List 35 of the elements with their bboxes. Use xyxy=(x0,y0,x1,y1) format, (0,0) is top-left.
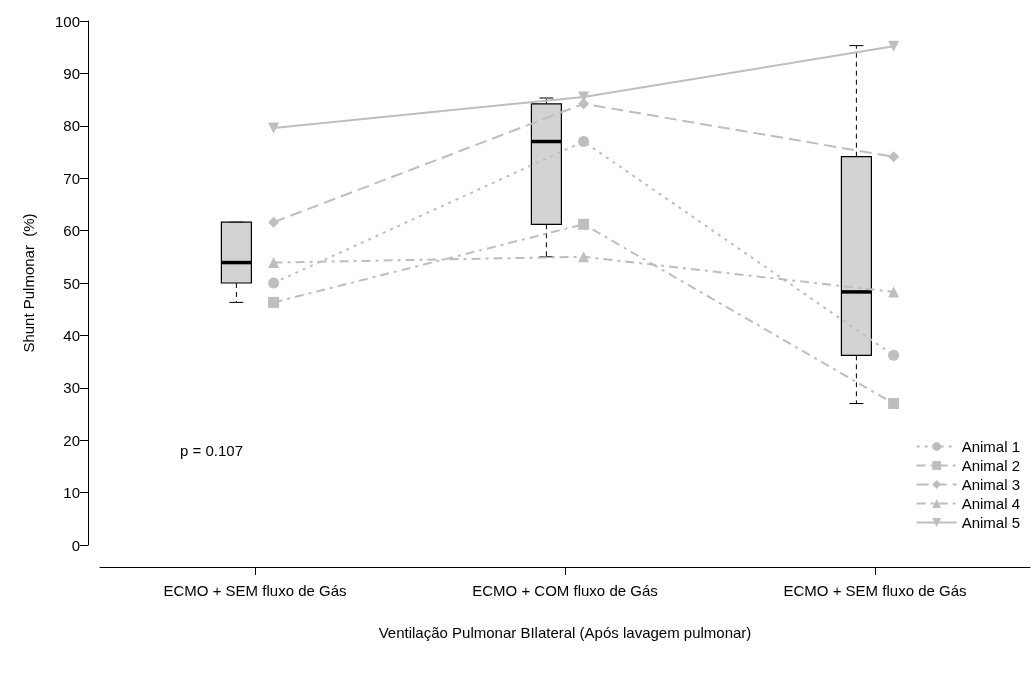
x-tick-label: ECMO + SEM fluxo de Gás xyxy=(163,582,347,599)
y-axis-title: Shunt Pulmonar (%) xyxy=(20,213,37,353)
point xyxy=(268,277,280,289)
y-tick-label: 30 xyxy=(63,379,80,397)
annotation: p = 0.107 xyxy=(180,442,243,459)
point xyxy=(888,40,900,52)
y-tick-label: 10 xyxy=(63,484,80,502)
legend-label: Animal 4 xyxy=(961,495,1020,512)
point xyxy=(888,398,900,410)
legend-label: Animal 1 xyxy=(961,438,1020,455)
point xyxy=(578,251,590,263)
y-tick-label: 100 xyxy=(54,12,80,30)
y-tick-label: 40 xyxy=(63,326,80,344)
x-tick-label: ECMO + SEM fluxo de Gás xyxy=(783,582,967,599)
point xyxy=(578,136,590,148)
legend-label: Animal 3 xyxy=(961,476,1020,493)
point xyxy=(888,286,900,298)
point xyxy=(268,216,280,228)
point xyxy=(268,257,280,269)
y-tick-label: 50 xyxy=(63,274,80,292)
x-axis-title: Ventilação Pulmonar BIlateral (Após lavagem pulmonar) xyxy=(378,624,752,641)
y-tick-label: 60 xyxy=(63,222,80,240)
y-tick-label: 80 xyxy=(63,117,80,135)
y-tick-label: 70 xyxy=(63,169,80,187)
point xyxy=(268,122,280,134)
point xyxy=(888,151,900,163)
y-tick-label: 90 xyxy=(63,64,80,82)
point xyxy=(578,218,590,230)
y-tick-label: 0 xyxy=(71,536,80,554)
legend-label: Animal 2 xyxy=(961,457,1020,474)
y-tick-label: 20 xyxy=(63,431,80,449)
x-tick-label: ECMO + COM fluxo de Gás xyxy=(472,582,658,599)
legend-label: Animal 5 xyxy=(961,514,1020,531)
point xyxy=(268,296,280,308)
point xyxy=(888,349,900,361)
